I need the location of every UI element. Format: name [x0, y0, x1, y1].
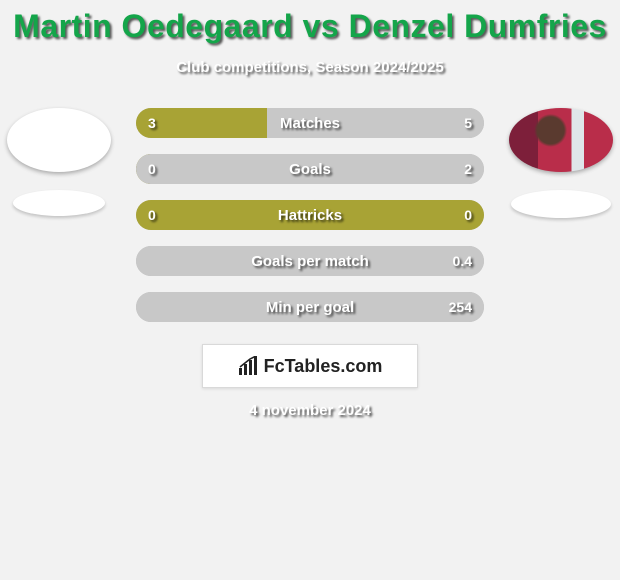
- bar-value-left: 3: [148, 108, 156, 138]
- player-left-column: [4, 108, 114, 216]
- stat-bar: Min per goal254: [136, 292, 484, 322]
- bar-label: Min per goal: [136, 292, 484, 322]
- chart-icon: [238, 356, 260, 376]
- bar-value-right: 2: [464, 154, 472, 184]
- content-wrapper: Martin Oedegaard vs Denzel Dumfries Club…: [0, 0, 620, 419]
- bar-value-right: 0.4: [453, 246, 472, 276]
- player-left-avatar: [7, 108, 111, 172]
- date-text: 4 november 2024: [249, 402, 371, 419]
- logo-text: FcTables.com: [264, 356, 383, 377]
- bar-label: Goals per match: [136, 246, 484, 276]
- bar-label: Matches: [136, 108, 484, 138]
- logo-box: FcTables.com: [202, 344, 418, 388]
- bar-value-left: 0: [148, 200, 156, 230]
- bar-value-right: 5: [464, 108, 472, 138]
- stat-bar: Matches3 5: [136, 108, 484, 138]
- bar-value-right: 0: [464, 200, 472, 230]
- stat-bars: Matches35Goals02Hattricks00Goals per mat…: [136, 108, 484, 322]
- bar-value-left: 0: [148, 154, 156, 184]
- bar-value-right: 254: [449, 292, 472, 322]
- blank-ellipse: [511, 190, 611, 218]
- subtitle: Club competitions, Season 2024/2025: [176, 59, 444, 76]
- comparison-area: Matches35Goals02Hattricks00Goals per mat…: [0, 108, 620, 322]
- blank-ellipse: [13, 190, 105, 216]
- player-right-avatar: [509, 108, 613, 172]
- stat-bar: Goals per match0.4: [136, 246, 484, 276]
- bar-label: Hattricks: [136, 200, 484, 230]
- page-title: Martin Oedegaard vs Denzel Dumfries: [13, 8, 607, 45]
- bar-label: Goals: [136, 154, 484, 184]
- stat-bar: Hattricks0 0: [136, 200, 484, 230]
- player-right-column: [506, 108, 616, 218]
- stat-bar: Goals0 2: [136, 154, 484, 184]
